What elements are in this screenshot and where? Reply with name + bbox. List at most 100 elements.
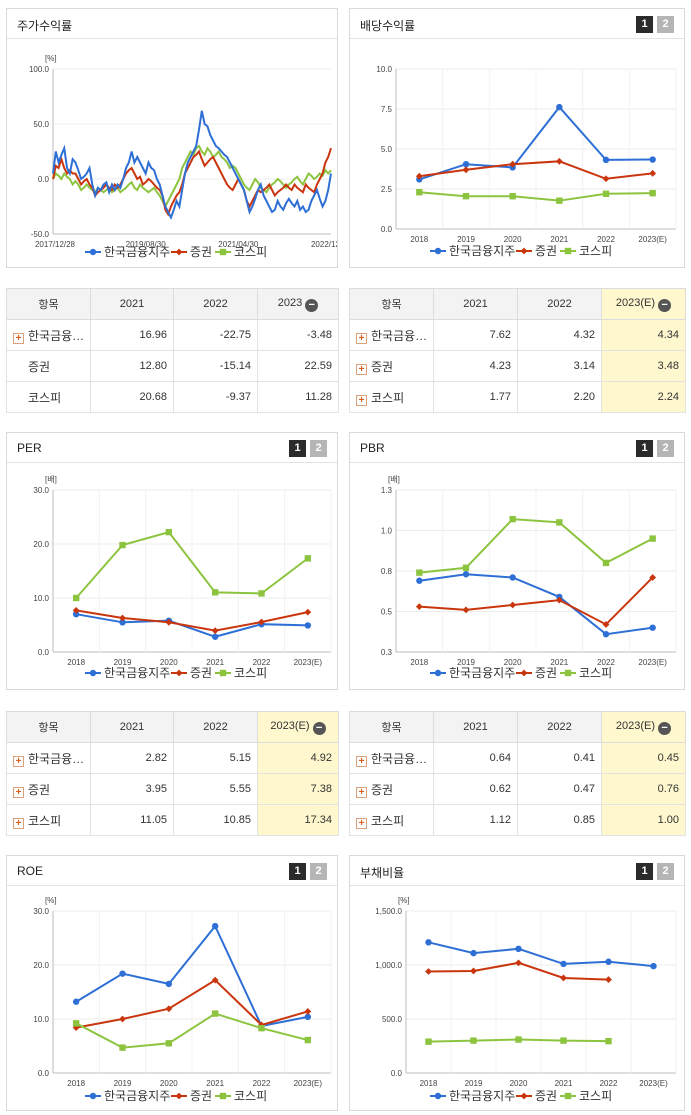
series-line [419, 573, 653, 636]
pager-button-1[interactable]: 1 [289, 863, 306, 880]
expand-icon[interactable]: + [356, 755, 367, 767]
series-3 [416, 189, 656, 204]
y-axis-unit: [%] [45, 896, 57, 905]
expand-icon[interactable]: + [356, 817, 367, 829]
pager-button-1[interactable]: 1 [289, 440, 306, 457]
series-line [428, 941, 654, 968]
column-header-item: 항목 [349, 711, 434, 743]
legend-label: 코스피 [579, 244, 612, 258]
table-cell: -22.75 [173, 319, 258, 351]
expand-icon[interactable]: + [356, 332, 367, 344]
table-cell: 0.64 [433, 742, 518, 774]
y-axis-unit: [%] [45, 54, 57, 63]
data-point [515, 945, 522, 952]
pager-button-1[interactable]: 1 [636, 440, 653, 457]
x-tick-label: 2017/12/28 [35, 240, 76, 249]
legend-item: 코스피 [215, 245, 267, 259]
x-tick-label: 2020 [160, 658, 178, 667]
table-cell: 2.20 [517, 381, 602, 413]
data-point [72, 611, 80, 618]
data-point [72, 594, 80, 602]
legend-label: 코스피 [234, 666, 267, 680]
x-tick-label: 2022 [597, 235, 615, 244]
data-point [165, 528, 173, 536]
data-point [509, 601, 517, 609]
pager-button-1[interactable]: 1 [636, 16, 653, 33]
expand-icon[interactable]: + [356, 363, 367, 375]
data-point [89, 248, 97, 256]
column-header-2021: 2021 [433, 711, 518, 743]
data-point [258, 1024, 265, 1032]
data-point [72, 607, 80, 614]
expand-icon[interactable]: + [356, 786, 367, 798]
y-tick-label: 100.0 [29, 65, 50, 74]
x-tick-label: 2020 [510, 1079, 528, 1088]
panel-header: PER 1 2 [7, 433, 337, 463]
expand-icon[interactable]: + [356, 394, 367, 406]
table-row: + 한국금융… 7.62 4.32 4.34 [349, 319, 686, 351]
y-tick-label: 10.0 [376, 65, 392, 74]
table-cell: 12.80 [90, 350, 174, 382]
legend-label: 코스피 [579, 666, 612, 680]
table-cell: 5.55 [173, 773, 258, 805]
legend-label: 한국금융지주 [449, 244, 515, 258]
collapse-icon[interactable]: − [658, 721, 672, 735]
pager-button-1[interactable]: 1 [636, 863, 653, 880]
expand-icon[interactable]: + [13, 755, 24, 767]
data-point [555, 596, 563, 604]
data-point [304, 608, 312, 616]
collapse-icon[interactable]: − [312, 721, 326, 735]
table-row: + 증권 0.62 0.47 0.76 [349, 773, 686, 805]
data-point [470, 967, 477, 975]
pager-button-2[interactable]: 2 [310, 440, 327, 457]
dividend-yield-table: 항목 2021 2022 2023(E) − + 한국금융… 7.62 4.32 4… [349, 288, 686, 413]
table-row: + 코스피 11.05 10.85 17.34 [6, 804, 339, 836]
pager-button-2[interactable]: 2 [657, 863, 674, 880]
data-point [119, 619, 126, 626]
legend-item: 증권 [171, 245, 212, 259]
roe-chart: [%] 30.0 20.0 10.0 0.0 2018 2019 2020 2021 2022 20… [33, 896, 332, 1103]
collapse-icon[interactable]: − [305, 298, 319, 312]
pager-button-2[interactable]: 2 [310, 863, 327, 880]
legend-item: 코스피 [560, 244, 612, 258]
series-line [75, 978, 309, 1029]
pager-button-2[interactable]: 2 [657, 440, 674, 457]
debt-ratio-chart: [%] 1,500.0 1,000.0 500.0 0.0 2018 2019 2020 202… [375, 896, 677, 1103]
expand-icon[interactable]: + [13, 332, 24, 344]
table-cell: 1.77 [433, 381, 518, 413]
y-tick-label: 2.5 [381, 185, 393, 194]
table-cell: 0.85 [517, 804, 602, 836]
row-label-text: 증권 [371, 359, 394, 374]
row-label-text: 증권 [371, 782, 394, 797]
column-header-2021: 2021 [90, 711, 174, 743]
data-point [560, 1037, 567, 1044]
data-point [470, 1037, 477, 1044]
expand-icon[interactable]: + [13, 817, 24, 829]
row-label-text: 한국금융… [28, 328, 85, 343]
data-point [649, 156, 656, 163]
data-point [509, 160, 517, 168]
table-cell: 0.47 [517, 773, 602, 805]
pager-button-2[interactable]: 2 [657, 16, 674, 33]
table-row: 증권 12.80 -15.14 22.59 [6, 350, 339, 382]
column-header-2022: 2022 [517, 288, 602, 320]
x-tick-label: 2018 [67, 658, 85, 667]
y-tick-label: -50.0 [31, 230, 50, 239]
expand-icon[interactable]: + [13, 786, 24, 798]
collapse-icon[interactable]: − [658, 298, 672, 312]
legend-item: 한국금융지주 [430, 1089, 515, 1103]
data-point [165, 1040, 173, 1047]
data-point [649, 535, 656, 542]
y-tick-label: 1.0 [381, 527, 393, 536]
row-label-text: 증권 [28, 359, 51, 374]
column-header-2021: 2021 [90, 288, 174, 320]
row-label: + 코스피 [6, 804, 91, 836]
stock-return-panel: 주가수익률 [%] 100.0 50.0 0.0 -50.0 2017/12/28 2019… [6, 8, 352, 268]
pbr-chart: [배] 1.3 1.0 0.8 0.5 0.3 2018 2019 2020 2021 2022 20… [381, 475, 677, 680]
data-point [564, 247, 572, 255]
panel-header: 부채비율 1 2 [350, 856, 684, 886]
x-tick-label: 2023(E) [294, 658, 323, 667]
y-tick-label: 0.0 [381, 225, 393, 234]
series-3 [72, 528, 312, 602]
column-header-2023e: 2023(E) − [601, 288, 686, 320]
